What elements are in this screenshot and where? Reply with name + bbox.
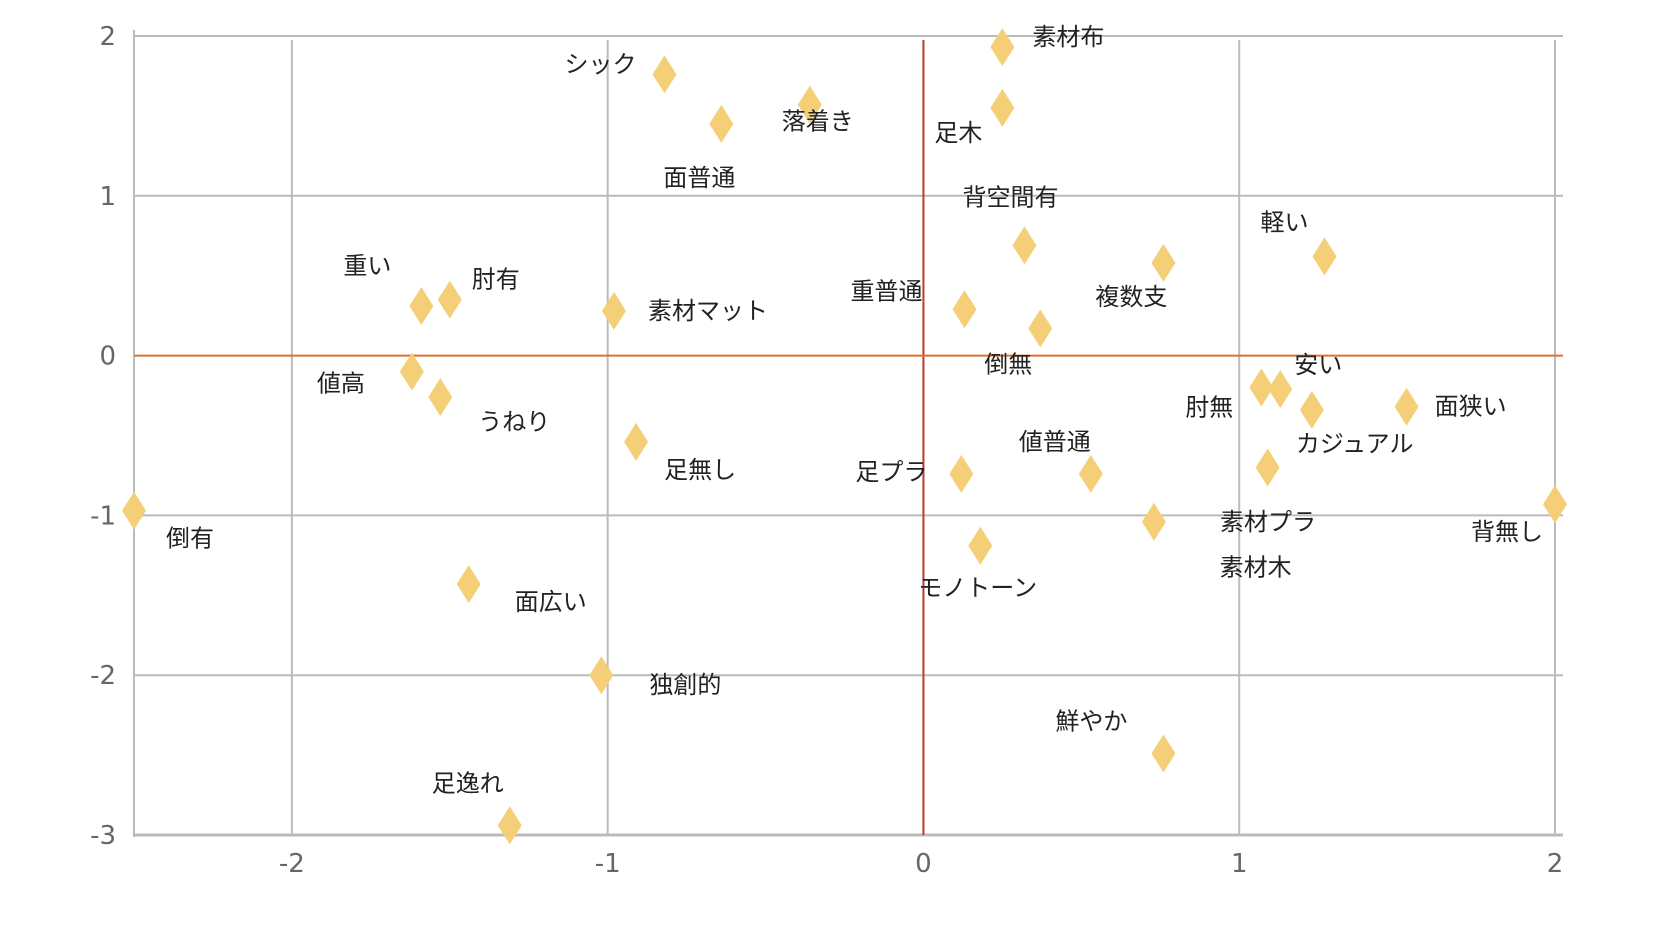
point-label: 素材布 (1032, 23, 1104, 51)
data-point-marker (1012, 226, 1037, 265)
data-point-marker (399, 352, 424, 391)
point-label: シック (565, 50, 637, 78)
y-tick-label: -3 (90, 821, 116, 851)
point-label: 重い (343, 252, 391, 280)
point-label: 値高 (317, 370, 365, 398)
x-tick-label: 1 (1231, 849, 1248, 879)
y-tick-label: 0 (99, 342, 116, 372)
point-label: 鮮やか (1055, 708, 1127, 736)
data-point-marker (1141, 502, 1166, 541)
data-point-marker (949, 454, 974, 493)
y-tick-label: -2 (90, 661, 116, 691)
data-point-marker (1078, 454, 1103, 493)
data-point-marker (1151, 734, 1176, 773)
data-point-marker (990, 28, 1015, 67)
point-label: モノトーン (918, 574, 1037, 602)
point-label: 素材木 (1220, 553, 1292, 581)
point-label: 値普通 (1019, 428, 1091, 456)
point-label: 素材マット (648, 297, 768, 325)
point-label: 面狭い (1435, 393, 1507, 421)
point-label: 足無し (664, 456, 736, 484)
y-tick-label: 2 (99, 22, 116, 52)
point-label: 重普通 (850, 277, 922, 305)
x-tick-label: -1 (595, 849, 621, 879)
point-label: 面普通 (663, 164, 735, 192)
point-label: 面広い (515, 588, 587, 616)
point-label: 足プラ (855, 458, 927, 486)
data-point-marker (437, 280, 462, 319)
y-tick-label: -1 (90, 501, 116, 531)
x-tick-label: -2 (279, 849, 305, 879)
data-point-marker (1312, 237, 1337, 276)
y-tick-label: 1 (99, 182, 116, 212)
data-point-marker (601, 291, 626, 330)
data-point-marker (952, 290, 977, 329)
data-point-marker (1394, 387, 1419, 426)
point-label: 肘有 (472, 266, 520, 294)
tick-labels: -2 -1 0 1 2 2 1 0 -1 -2 -3 (90, 22, 1563, 879)
point-label: 素材プラ (1220, 508, 1316, 536)
data-point-marker (624, 422, 649, 461)
zero-lines (134, 40, 1563, 835)
data-point-marker (1543, 485, 1567, 524)
data-point-marker (428, 378, 453, 417)
point-label: カジュアル (1296, 430, 1414, 458)
point-label: 倒有 (166, 525, 214, 553)
data-point-marker (1299, 390, 1324, 429)
data-point-marker (1255, 448, 1280, 487)
data-point-marker (1249, 368, 1274, 407)
data-point-marker (797, 85, 822, 124)
data-point-marker (1028, 309, 1053, 348)
x-tick-label: 0 (915, 849, 932, 879)
point-label: 背空間有 (962, 183, 1058, 211)
point-label: うねり (478, 408, 550, 436)
point-label: 肘無 (1185, 394, 1233, 422)
data-point-marker (497, 806, 522, 845)
data-point-marker (409, 287, 434, 326)
point-label: 落着き (782, 108, 854, 136)
point-label: 背無し (1471, 518, 1543, 546)
data-point-marker (652, 55, 677, 94)
data-point-marker (122, 491, 146, 530)
point-label: 独創的 (649, 671, 721, 699)
data-point-marker (589, 656, 614, 695)
point-label: 複数支 (1095, 283, 1167, 311)
point-labels: シック面普通 落着き 素材布足木背空間有軽い複数支 重い肘有素材マット 重普通倒無値高う… (166, 23, 1543, 797)
grid-lines (133, 30, 1563, 837)
point-label: 安い (1294, 351, 1342, 379)
x-tick-label: 2 (1547, 849, 1564, 879)
point-label: 足木 (934, 119, 982, 147)
data-point-marker (1151, 243, 1176, 282)
data-point-marker (709, 104, 734, 143)
data-point-marker (968, 526, 993, 565)
data-markers (122, 28, 1567, 845)
point-label: 軽い (1260, 209, 1308, 237)
point-label: 倒無 (984, 350, 1032, 378)
data-point-marker (990, 88, 1015, 127)
data-point-marker (456, 565, 481, 604)
point-label: 足逸れ (432, 769, 504, 797)
data-point-marker (1268, 370, 1293, 409)
